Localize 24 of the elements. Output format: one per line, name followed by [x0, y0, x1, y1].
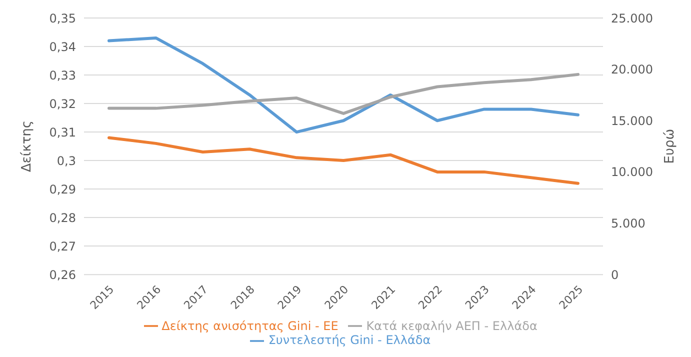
y-tick-label: 0,27 [49, 239, 76, 254]
y-tick-label: 0,33 [49, 68, 76, 82]
y2-tick-label: 10.000 [611, 165, 653, 180]
y-tick-label: 0,3 [56, 154, 76, 168]
y-tick-label: 0,35 [49, 11, 76, 26]
y-tick-label: 0,26 [49, 268, 76, 282]
y-tick-label: 0,32 [49, 96, 76, 111]
y-tick-label: 0,34 [49, 40, 76, 54]
line-series [108, 72, 580, 115]
legend-label: Κατά κεφαλήν ΑΕΠ - Ελλάδα [366, 318, 538, 333]
y2-tick-label: 20.000 [611, 62, 653, 77]
line-series [108, 36, 580, 134]
y2-tick-label: 25.000 [611, 11, 653, 26]
y2-tick-label: 0 [611, 268, 619, 282]
line-series [108, 136, 580, 185]
legend-label: Συντελεστής Gini - Ελλάδα [268, 333, 431, 348]
y-tick-label: 0,31 [49, 125, 76, 140]
y-axis-title: Δείκτης [20, 120, 35, 172]
legend-label: Δείκτης ανισότητας Gini - ΕΕ [162, 318, 338, 333]
y-tick-label: 0,28 [49, 210, 76, 225]
y2-tick-label: 15.000 [611, 114, 653, 128]
y-tick-label: 0,29 [49, 182, 76, 196]
y2-tick-label: 5.000 [611, 216, 646, 231]
y2-axis-title: Ευρώ [662, 128, 678, 164]
